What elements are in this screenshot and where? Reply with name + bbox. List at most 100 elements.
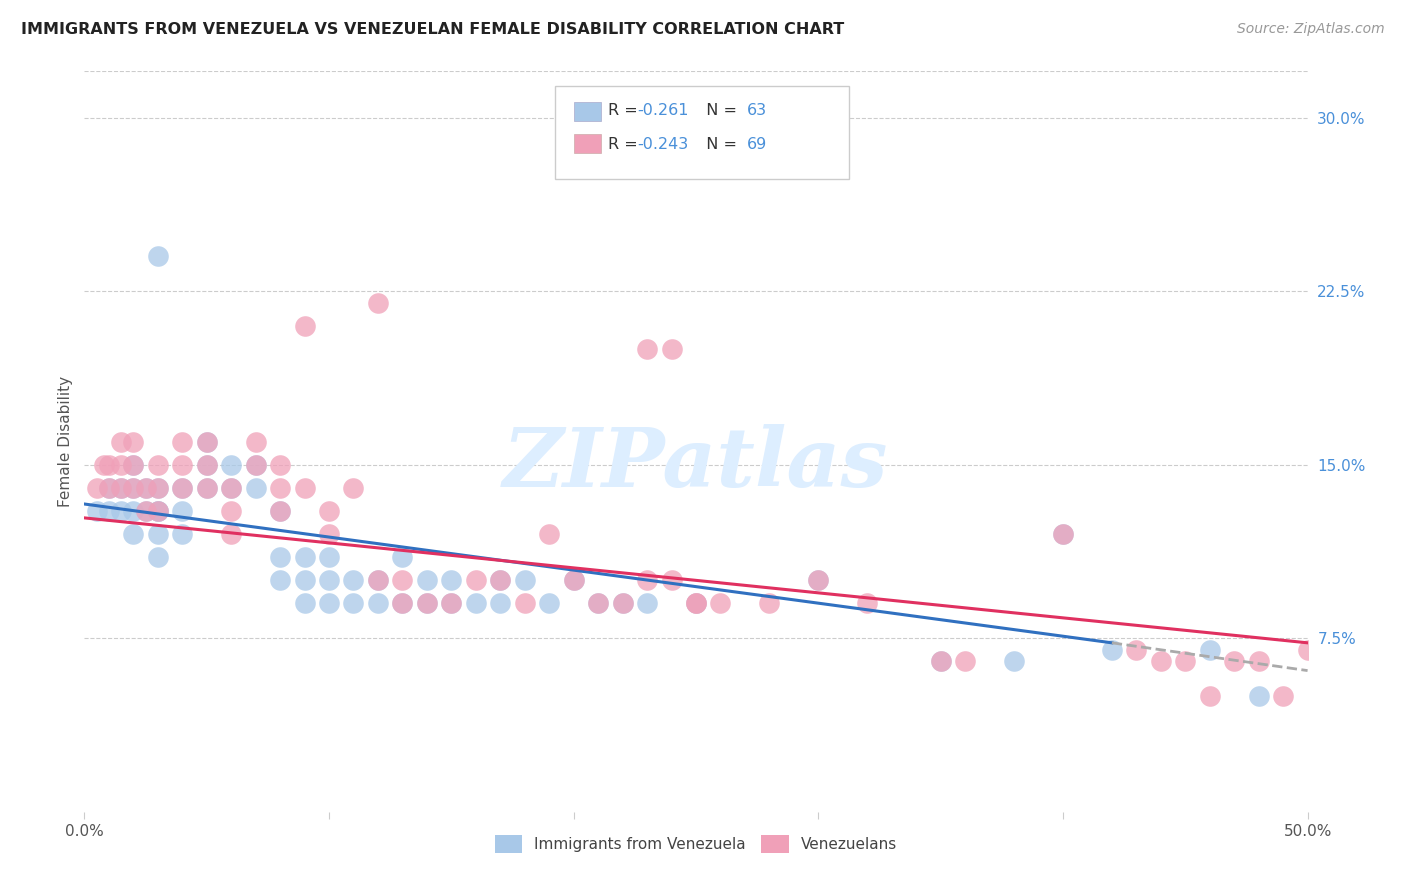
Point	[110, 481, 132, 495]
Point	[245, 434, 267, 449]
Point	[367, 295, 389, 310]
Point	[1272, 689, 1295, 703]
FancyBboxPatch shape	[555, 87, 849, 178]
Point	[391, 550, 413, 565]
Point	[685, 597, 707, 611]
Point	[269, 481, 291, 495]
Point	[342, 574, 364, 588]
Text: R =: R =	[607, 136, 643, 152]
Point	[122, 481, 145, 495]
Point	[97, 458, 120, 472]
Point	[929, 654, 952, 668]
Point	[709, 597, 731, 611]
Point	[489, 574, 512, 588]
Point	[195, 481, 218, 495]
Point	[1174, 654, 1197, 668]
Point	[318, 504, 340, 518]
Point	[661, 342, 683, 356]
Point	[661, 574, 683, 588]
Text: IMMIGRANTS FROM VENEZUELA VS VENEZUELAN FEMALE DISABILITY CORRELATION CHART: IMMIGRANTS FROM VENEZUELA VS VENEZUELAN …	[21, 22, 845, 37]
Point	[513, 597, 536, 611]
Point	[97, 481, 120, 495]
Point	[172, 434, 194, 449]
Point	[685, 597, 707, 611]
Point	[1296, 642, 1319, 657]
Point	[146, 481, 169, 495]
Point	[146, 550, 169, 565]
Point	[342, 481, 364, 495]
Point	[685, 597, 707, 611]
Point	[93, 458, 115, 472]
Point	[562, 574, 585, 588]
Point	[1002, 654, 1025, 668]
Text: R =: R =	[607, 103, 643, 119]
Point	[929, 654, 952, 668]
Text: ZIPatlas: ZIPatlas	[503, 424, 889, 504]
Point	[586, 597, 609, 611]
Point	[953, 654, 976, 668]
Point	[146, 504, 169, 518]
Text: 69: 69	[748, 136, 768, 152]
Point	[122, 527, 145, 541]
Point	[97, 481, 120, 495]
Point	[391, 574, 413, 588]
Point	[440, 597, 463, 611]
Point	[1052, 527, 1074, 541]
Point	[122, 458, 145, 472]
Point	[219, 527, 242, 541]
Point	[562, 574, 585, 588]
Point	[172, 527, 194, 541]
Point	[135, 504, 157, 518]
Point	[1223, 654, 1246, 668]
Point	[1247, 689, 1270, 703]
Point	[636, 342, 658, 356]
Point	[416, 597, 439, 611]
Point	[245, 458, 267, 472]
Point	[245, 481, 267, 495]
Point	[1198, 642, 1220, 657]
FancyBboxPatch shape	[574, 134, 600, 153]
Point	[195, 434, 218, 449]
Point	[807, 574, 830, 588]
Point	[367, 597, 389, 611]
Y-axis label: Female Disability: Female Disability	[58, 376, 73, 508]
Point	[146, 458, 169, 472]
Point	[122, 458, 145, 472]
Point	[612, 597, 634, 611]
Point	[440, 597, 463, 611]
Point	[318, 574, 340, 588]
Text: N =: N =	[696, 136, 742, 152]
Point	[97, 504, 120, 518]
Point	[146, 504, 169, 518]
Point	[172, 458, 194, 472]
Point	[122, 434, 145, 449]
Point	[269, 504, 291, 518]
Point	[391, 597, 413, 611]
Point	[135, 481, 157, 495]
Point	[269, 458, 291, 472]
Point	[367, 574, 389, 588]
Point	[172, 481, 194, 495]
Point	[294, 318, 316, 333]
Point	[318, 597, 340, 611]
Point	[489, 597, 512, 611]
Point	[636, 574, 658, 588]
Point	[245, 458, 267, 472]
Point	[135, 504, 157, 518]
Point	[294, 597, 316, 611]
Point	[612, 134, 634, 148]
Text: N =: N =	[696, 103, 742, 119]
Point	[1198, 689, 1220, 703]
Point	[135, 481, 157, 495]
Point	[538, 527, 561, 541]
Point	[146, 250, 169, 264]
Point	[612, 597, 634, 611]
Text: -0.243: -0.243	[637, 136, 689, 152]
Point	[1247, 654, 1270, 668]
Point	[195, 458, 218, 472]
Point	[86, 504, 108, 518]
Point	[513, 574, 536, 588]
Point	[195, 481, 218, 495]
Point	[122, 504, 145, 518]
Point	[807, 574, 830, 588]
